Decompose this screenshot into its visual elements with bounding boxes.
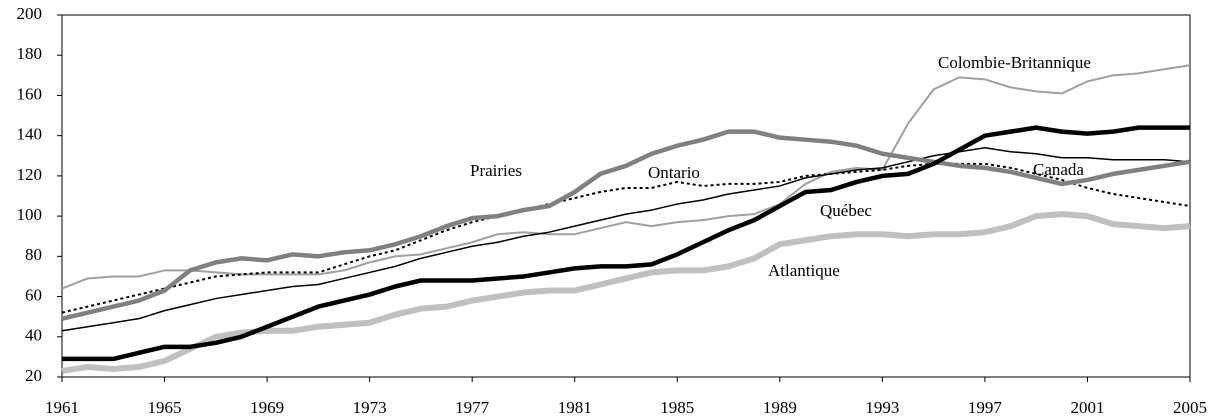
- y-tick-label: 80: [25, 245, 42, 264]
- x-tick-label: 1965: [148, 398, 182, 417]
- y-tick-label: 60: [25, 285, 42, 304]
- series-label: Québec: [820, 201, 872, 220]
- y-tick-label: 140: [17, 125, 43, 144]
- series-label: Canada: [1033, 160, 1084, 179]
- y-tick-label: 160: [17, 84, 43, 103]
- series-line: [61, 162, 1191, 314]
- y-tick-label: 120: [17, 165, 43, 184]
- series-label: Colombie-Britannique: [938, 53, 1091, 72]
- series-label: Ontario: [648, 163, 700, 182]
- x-tick-label: 1981: [558, 398, 592, 417]
- y-tick-label: 20: [25, 366, 42, 385]
- plot-frame: [61, 14, 1191, 378]
- series-line: [61, 146, 1191, 332]
- x-tick-label: 1993: [865, 398, 899, 417]
- x-tick-label: 1969: [250, 398, 284, 417]
- series-line: [62, 125, 1190, 362]
- x-tick-label: 1961: [45, 398, 79, 417]
- series-line: [61, 64, 1191, 290]
- series-label: Prairies: [470, 161, 522, 180]
- x-tick-label: 2001: [1070, 398, 1104, 417]
- x-tick-label: 1985: [660, 398, 694, 417]
- x-tick-label: 1989: [763, 398, 797, 417]
- y-tick-label: 200: [17, 4, 43, 23]
- x-tick-label: 1973: [353, 398, 387, 417]
- x-tick-label: 1997: [968, 398, 1003, 417]
- series-label: Atlantique: [768, 261, 840, 280]
- y-tick-label: 40: [25, 326, 42, 345]
- y-tick-label: 180: [17, 44, 43, 63]
- x-tick-label: 1977: [455, 398, 490, 417]
- series-line: [61, 211, 1191, 374]
- series-line: [61, 129, 1191, 321]
- x-tick-label: 2005: [1173, 398, 1207, 417]
- y-tick-label: 100: [17, 205, 43, 224]
